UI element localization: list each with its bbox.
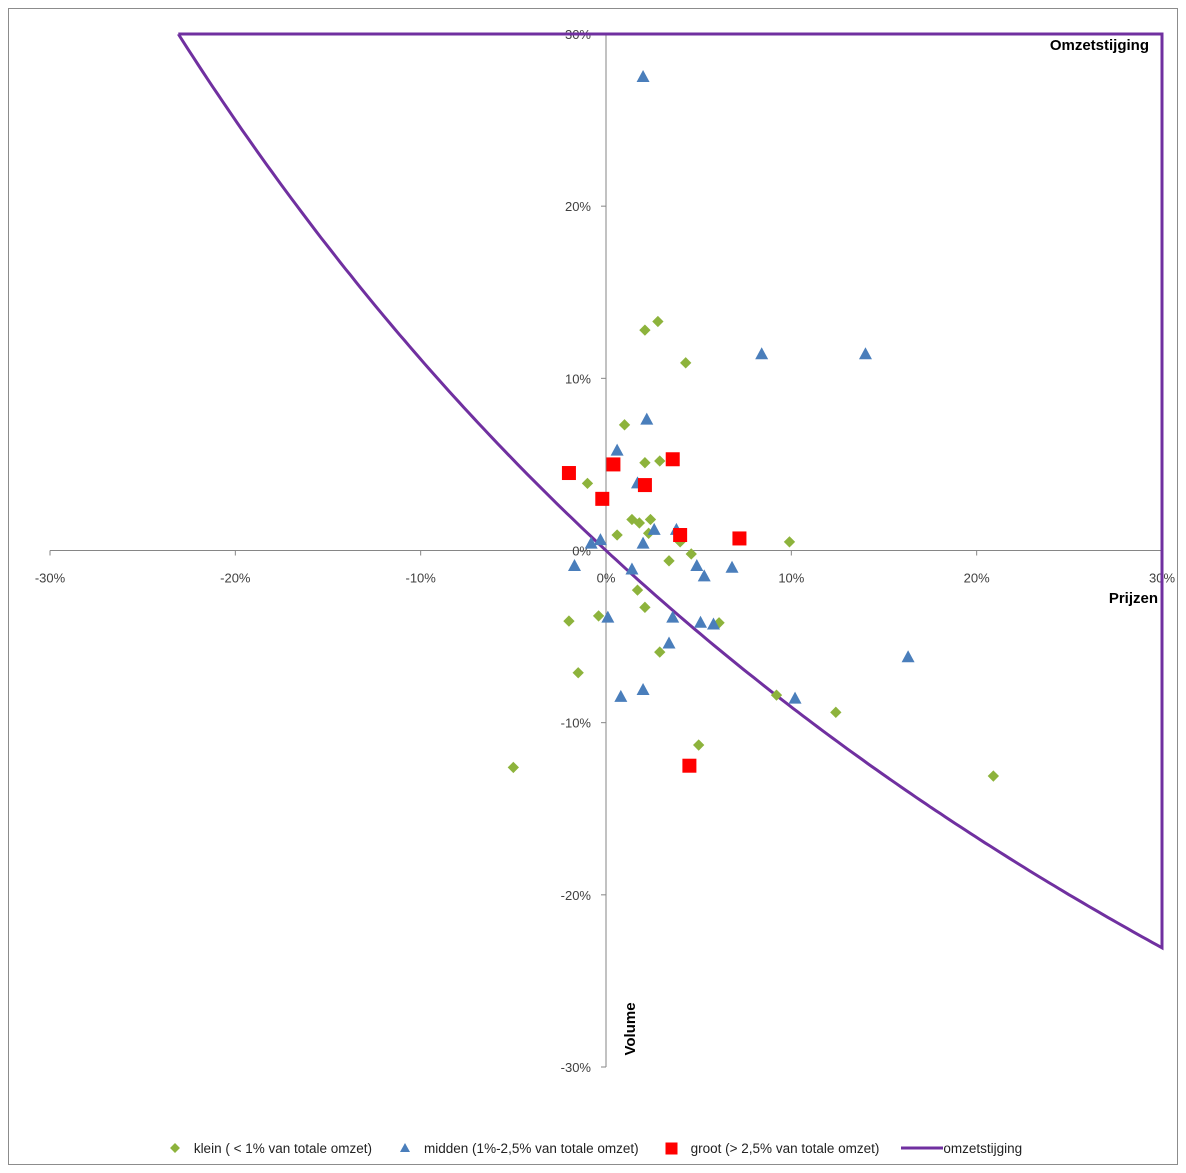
midden-point [901, 650, 915, 663]
line-icon [901, 1141, 944, 1155]
klein-point [685, 548, 697, 560]
y-tick-label: 10% [565, 371, 591, 386]
groot-point [595, 491, 610, 506]
midden-point [725, 560, 739, 573]
midden-point [662, 636, 676, 649]
midden-point [690, 558, 704, 571]
midden-point [614, 689, 628, 702]
legend-label-klein: klein ( < 1% van totale omzet) [193, 1140, 373, 1156]
square-icon [661, 1141, 683, 1155]
legend-label-midden: midden (1%-2,5% van totale omzet) [424, 1140, 639, 1156]
midden-point [593, 533, 607, 546]
midden-point [610, 443, 624, 456]
klein-point [563, 615, 575, 627]
midden-point [788, 691, 802, 704]
diamond-icon [164, 1141, 186, 1155]
klein-point [654, 455, 666, 467]
omzetstijging-line [177, 32, 1164, 951]
midden-point [636, 536, 650, 549]
y-tick-label: 20% [565, 199, 591, 214]
midden-point [755, 347, 769, 360]
klein-point [639, 457, 651, 469]
midden-point [640, 412, 654, 425]
y-tick-label: -10% [561, 716, 592, 731]
groot-point [673, 528, 688, 543]
klein-point [639, 324, 651, 336]
klein-point [507, 761, 519, 774]
groot-point [637, 478, 652, 493]
klein-point [572, 667, 584, 679]
groot-point [606, 457, 621, 472]
midden-point [584, 536, 598, 549]
klein-point [631, 584, 644, 596]
klein-point [783, 536, 796, 548]
midden-point [858, 347, 872, 360]
midden-point [625, 562, 639, 575]
klein-point [581, 477, 594, 490]
klein-point [611, 529, 623, 541]
x-tick-label: 10% [778, 571, 804, 586]
midden-point [697, 569, 711, 582]
klein-point [592, 610, 605, 622]
x-tick-label: 20% [964, 571, 990, 586]
midden-point [647, 522, 661, 535]
chart-area: -30% -20% -10% 0% 10% 20% 30% 30% 20% 10% 0% -10% -2… [8, 8, 1178, 1165]
klein-point [639, 601, 651, 613]
x-tick-label: -10% [405, 571, 436, 586]
klein-point [987, 770, 1000, 782]
klein-point [693, 739, 705, 751]
groot-point [665, 452, 680, 467]
legend-label-groot: groot (> 2,5% van totale omzet) [690, 1140, 880, 1156]
x-tick-label: 0% [597, 571, 616, 586]
midden-point [706, 617, 720, 630]
scatter-chart: -30% -20% -10% 0% 10% 20% 30%30%20%10%0%-10%-2… [35, 27, 1176, 1075]
midden-point [636, 70, 650, 83]
legend-item-groot: groot (> 2,5% van totale omzet) [661, 1140, 880, 1156]
legend: klein ( < 1% van totale omzet) midden (1… [9, 1137, 1177, 1159]
midden-point [636, 682, 650, 695]
klein-point [663, 555, 675, 567]
klein-point [830, 706, 842, 718]
x-tick-label: -30% [35, 571, 66, 586]
klein-point [680, 357, 692, 369]
klein-point [652, 315, 664, 328]
region-label: Omzetstijging [1050, 37, 1149, 54]
klein-point [618, 419, 631, 431]
y-tick-label: -30% [561, 1060, 592, 1075]
midden-point [567, 558, 581, 571]
groot-point [732, 531, 747, 546]
legend-label-omzet: omzetstijging [943, 1140, 1023, 1156]
klein-point [654, 646, 666, 658]
klein-point [770, 689, 783, 701]
midden-point [666, 610, 680, 623]
triangle-icon [394, 1141, 416, 1155]
midden-point [601, 610, 615, 623]
midden-point [694, 615, 708, 628]
y-tick-label: -20% [561, 888, 592, 903]
y-axis-title: Volume [622, 1002, 639, 1055]
x-tick-label: -20% [220, 571, 251, 586]
legend-item-klein: klein ( < 1% van totale omzet) [164, 1141, 372, 1156]
groot-point [682, 758, 697, 773]
groot-point [561, 466, 576, 481]
x-axis-title: Prijzen [1109, 590, 1158, 607]
legend-item-midden: midden (1%-2,5% van totale omzet) [394, 1141, 639, 1156]
legend-item-omzet: omzetstijging [901, 1141, 1022, 1156]
klein-point [644, 513, 657, 526]
